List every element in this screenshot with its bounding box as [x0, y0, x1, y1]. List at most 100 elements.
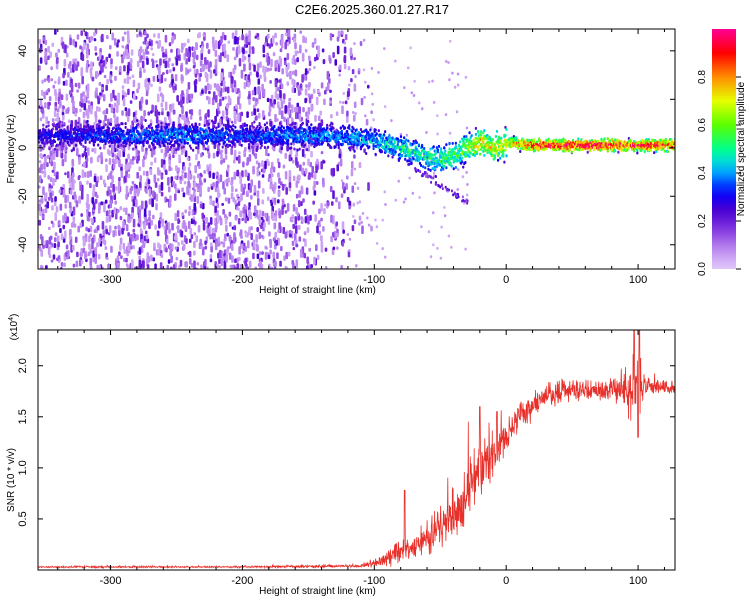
noise-cell	[264, 245, 268, 250]
noise-cell	[329, 89, 332, 93]
noise-cell	[403, 86, 406, 90]
noise-cell	[282, 164, 286, 169]
noise-cell	[153, 174, 157, 183]
noise-cell	[125, 185, 129, 195]
noise-cell	[132, 218, 136, 228]
noise-cell	[218, 249, 222, 259]
noise-cell	[250, 111, 254, 117]
ridge-cell	[201, 139, 204, 143]
noise-cell	[180, 99, 183, 108]
noise-cell	[90, 105, 93, 115]
noise-cell	[108, 225, 112, 233]
noise-cell	[169, 69, 172, 73]
noise-cell	[304, 168, 308, 175]
ridge-cell	[404, 151, 407, 155]
noise-cell	[168, 83, 172, 88]
noise-cell	[237, 207, 240, 211]
ridge-cell	[297, 136, 300, 140]
ridge-cell	[49, 135, 52, 139]
noise-cell	[295, 157, 298, 166]
ridge-cell	[141, 125, 144, 129]
ridge-cell	[221, 127, 224, 131]
noise-cell	[352, 111, 355, 115]
noise-cell	[248, 154, 252, 162]
noise-cell	[280, 245, 283, 252]
noise-cell	[100, 201, 103, 206]
noise-cell	[261, 251, 264, 255]
ridge-cell	[231, 145, 234, 149]
noise-cell	[68, 34, 72, 38]
noise-cell	[140, 55, 144, 60]
noise-cell	[443, 214, 447, 218]
noise-cell	[89, 233, 92, 237]
noise-cell	[405, 133, 409, 137]
noise-cell	[223, 187, 227, 195]
noise-cell	[261, 174, 265, 178]
noise-cell	[200, 264, 203, 269]
noise-cell	[129, 234, 133, 239]
noise-cell	[348, 83, 351, 87]
ridge-cell	[280, 124, 283, 128]
ridge-cell	[352, 127, 355, 131]
noise-cell	[76, 34, 80, 40]
ridge-cell	[44, 141, 47, 145]
ridge-cell	[212, 127, 215, 131]
noise-cell	[245, 162, 249, 166]
ridge-cell	[159, 144, 162, 148]
noise-cell	[276, 101, 280, 108]
noise-cell	[188, 205, 192, 211]
noise-cell	[196, 162, 200, 167]
spectrogram-plot-area	[38, 29, 675, 269]
noise-cell	[101, 55, 104, 60]
noise-cell	[352, 114, 356, 122]
noise-cell	[192, 219, 195, 224]
noise-cell	[54, 178, 57, 183]
noise-cell	[353, 182, 357, 186]
ridge-cell	[77, 125, 80, 129]
noise-cell	[72, 38, 75, 44]
ridge-cell	[111, 131, 115, 135]
noise-cell	[308, 67, 312, 71]
noise-cell	[126, 252, 129, 257]
noise-cell	[252, 96, 255, 102]
noise-cell	[57, 255, 61, 259]
noise-cell	[96, 95, 100, 100]
noise-cell	[131, 180, 135, 185]
ridge-cell	[387, 136, 390, 140]
noise-cell	[313, 171, 317, 180]
ridge-cell	[94, 136, 98, 140]
noise-cell	[254, 35, 258, 39]
noise-cell	[230, 147, 233, 155]
noise-cell	[59, 203, 63, 211]
noise-cell	[329, 185, 333, 193]
noise-cell	[264, 42, 267, 47]
noise-cell	[214, 58, 218, 66]
noise-cell	[360, 97, 364, 106]
noise-cell	[284, 210, 288, 214]
noise-cell	[227, 197, 231, 204]
noise-cell	[64, 230, 67, 239]
noise-cell	[340, 179, 344, 183]
noise-cell	[264, 251, 268, 260]
noise-cell	[443, 205, 446, 209]
noise-cell	[86, 208, 89, 214]
noise-cell	[90, 156, 93, 164]
noise-cell	[50, 197, 54, 203]
noise-cell	[112, 89, 115, 99]
noise-cell	[243, 63, 246, 72]
noise-cell	[233, 110, 237, 119]
noise-cell	[316, 225, 319, 234]
noise-cell	[294, 225, 298, 234]
ridge-cell	[63, 122, 66, 126]
ridge-cell	[412, 157, 415, 161]
noise-cell	[91, 243, 94, 250]
ridge-cell	[390, 147, 393, 151]
ridge-cell	[171, 136, 175, 140]
noise-cell	[173, 82, 176, 87]
noise-cell	[119, 215, 123, 221]
noise-cell	[174, 246, 178, 250]
ridge-cell	[206, 139, 210, 143]
noise-cell	[224, 147, 228, 155]
noise-cell	[237, 87, 240, 93]
ridge-cell	[194, 134, 197, 138]
